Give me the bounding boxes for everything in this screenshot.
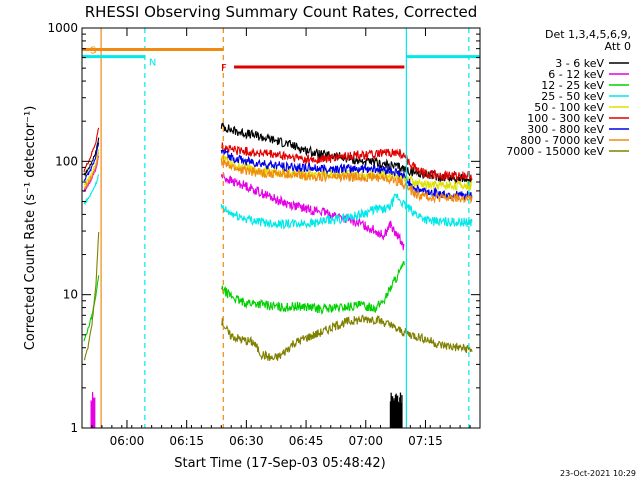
footer-stamp: 23-Oct-2021 10:29 [560, 469, 636, 478]
series-3-segment-0 [83, 174, 100, 206]
series-0-segment-0 [83, 137, 100, 177]
series-6-segment-1 [220, 148, 473, 201]
flag-label-0: S [90, 45, 96, 56]
series-layer [83, 122, 473, 361]
y-tick-label-0: 1 [70, 421, 78, 435]
series-3-segment-1 [220, 193, 473, 230]
flag-label-3: F [221, 63, 227, 74]
plot-frame [81, 27, 481, 429]
series-5 [83, 127, 473, 182]
legend-label-8: 7000 - 15000 keV [506, 145, 604, 158]
series-8 [83, 231, 473, 361]
legend-label-7: 800 - 7000 keV [520, 134, 604, 147]
x-tick-label-3: 06:45 [289, 434, 324, 448]
x-tick-label-4: 07:00 [348, 434, 383, 448]
series-7 [83, 152, 473, 205]
x-tick-label-1: 06:15 [169, 434, 204, 448]
series-5-segment-1 [221, 142, 473, 182]
y-tick-label-1: 10 [63, 288, 78, 302]
series-2-segment-1 [220, 260, 405, 315]
x-axis-label: Start Time (17-Sep-03 05:48:42) [174, 456, 385, 471]
x-tick-label-0: 06:00 [110, 434, 145, 448]
y-axis-label: Corrected Count Rate (s⁻¹ detector⁻¹) [23, 106, 38, 351]
legend-label-2: 12 - 25 keV [541, 79, 604, 92]
series-7-segment-1 [220, 158, 473, 205]
series-6-segment-0 [83, 142, 100, 182]
series-3 [83, 174, 473, 230]
legend-label-5: 100 - 300 keV [527, 112, 604, 125]
flag-label-1: N [149, 58, 156, 69]
series-4-segment-0 [84, 148, 100, 186]
legend-header-line-1: Det 1,3,4,5,6,9, [545, 28, 631, 41]
legend-label-4: 50 - 100 keV [534, 101, 604, 114]
marker-layer: S N F [82, 28, 480, 428]
legend-label-1: 6 - 12 keV [548, 68, 604, 81]
legend-header-line-2: Att 0 [605, 40, 631, 53]
axis-layer: 06:00 06:15 06:30 06:45 07:00 07:15 1 10 100 1000 [47, 21, 481, 448]
x-tick-label-5: 07:15 [408, 434, 443, 448]
series-5-segment-0 [83, 127, 100, 173]
plot-area: S N F 06:00 06:15 06:30 06:45 07:00 07:15 1 10 100… [47, 21, 481, 448]
legend-label-0: 3 - 6 keV [555, 57, 604, 70]
series-2-segment-0 [83, 275, 100, 342]
series-2 [83, 260, 405, 342]
x-tick-label-2: 06:30 [229, 434, 264, 448]
legend-label-6: 300 - 800 keV [527, 123, 604, 136]
y-tick-label-2: 100 [55, 154, 78, 168]
series-8-segment-0 [83, 231, 100, 361]
series-6 [83, 142, 473, 201]
chart-title: RHESSI Observing Summary Count Rates, Co… [85, 3, 478, 21]
series-7-segment-0 [83, 152, 100, 190]
series-8-segment-1 [220, 314, 473, 361]
series-1-segment-1 [220, 173, 405, 251]
y-tick-label-3: 1000 [47, 21, 78, 35]
legend-label-3: 25 - 50 keV [541, 90, 604, 103]
